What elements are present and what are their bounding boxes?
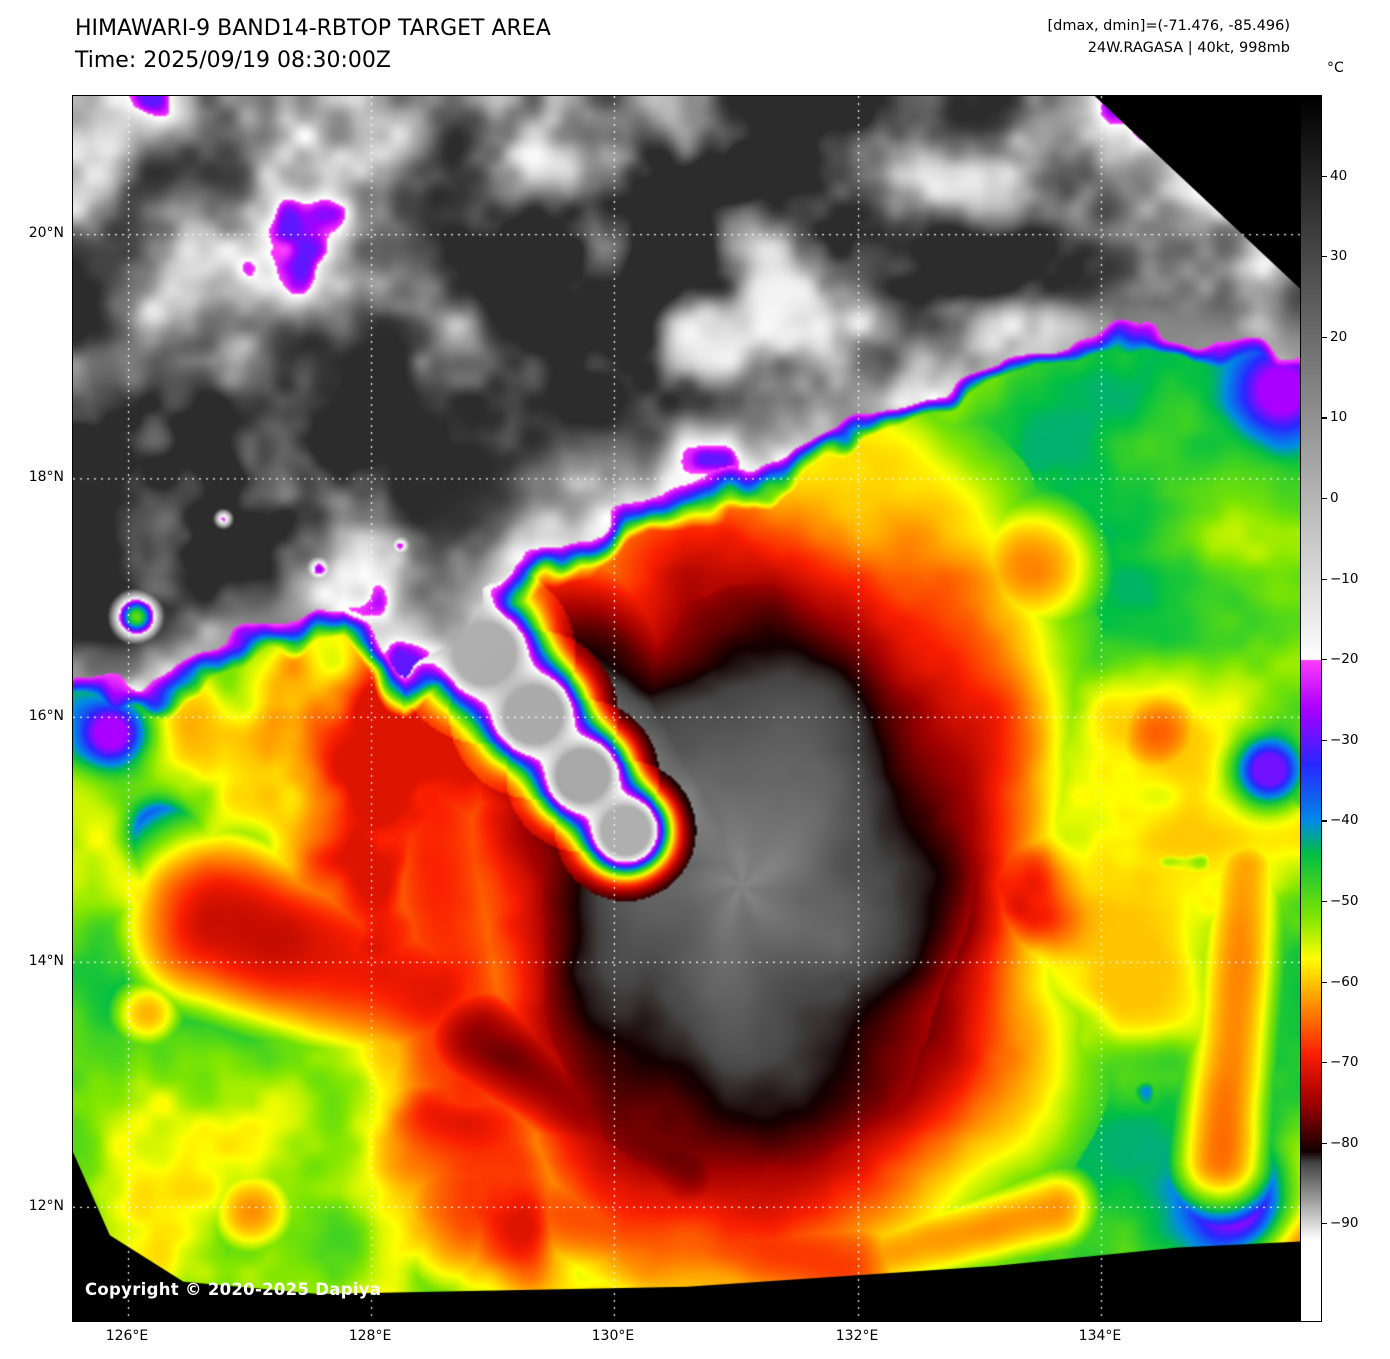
lon-tick-label: 132°E [835, 1328, 879, 1344]
lon-tick-label: 134°E [1078, 1328, 1122, 1344]
lat-tick-label: 12°N [28, 1197, 64, 1214]
colorbar [1300, 95, 1322, 1322]
colorbar-tick-label: −50 [1330, 892, 1359, 909]
satellite-image-canvas [73, 96, 1301, 1321]
colorbar-tick-label: −20 [1330, 651, 1359, 668]
colorbar-tick-mark [1322, 417, 1327, 419]
lat-tick-label: 20°N [28, 225, 64, 242]
product-timestamp: Time: 2025/09/19 08:30:00Z [75, 48, 391, 73]
lon-tick-label: 128°E [348, 1328, 392, 1344]
dmax-dmin-readout: [dmax, dmin]=(-71.476, -85.496) [1047, 18, 1291, 34]
lon-tick-label: 130°E [591, 1328, 635, 1344]
colorbar-tick-label: −60 [1330, 973, 1359, 990]
colorbar-tick-mark [1322, 820, 1327, 822]
colorbar-tick-label: −40 [1330, 812, 1359, 829]
colorbar-tick-mark [1322, 1223, 1327, 1225]
lon-tick-label: 126°E [105, 1328, 149, 1344]
colorbar-tick-mark [1322, 1142, 1327, 1144]
colorbar-tick-label: −80 [1330, 1134, 1359, 1151]
colorbar-tick-label: 0 [1330, 489, 1339, 506]
map-plot-area: Copyright © 2020-2025 Dapiya [72, 95, 1302, 1322]
lat-tick-label: 18°N [28, 469, 64, 486]
colorbar-tick-label: 30 [1330, 248, 1348, 265]
colorbar-tick-label: −10 [1330, 570, 1359, 587]
colorbar-tick-mark [1322, 578, 1327, 580]
copyright-label: Copyright © 2020-2025 Dapiya [85, 1280, 382, 1299]
colorbar-tick-mark [1322, 739, 1327, 741]
colorbar-tick-mark [1322, 1062, 1327, 1064]
colorbar-tick-mark [1322, 900, 1327, 903]
colorbar-tick-label: 40 [1330, 167, 1348, 184]
lat-tick-label: 16°N [28, 707, 64, 724]
product-title: HIMAWARI-9 BAND14-RBTOP TARGET AREA [75, 16, 551, 41]
colorbar-tick-label: −90 [1330, 1215, 1359, 1232]
colorbar-tick-mark [1322, 981, 1327, 983]
colorbar-tick-label: −70 [1330, 1054, 1359, 1071]
colorbar-tick-mark [1322, 256, 1327, 258]
colorbar-tick-label: 10 [1330, 409, 1348, 426]
colorbar-tick-mark [1322, 336, 1327, 338]
colorbar-tick-mark [1322, 175, 1327, 177]
colorbar-tick-mark [1322, 497, 1327, 500]
storm-readout: 24W.RAGASA | 40kt, 998mb [1087, 39, 1290, 56]
colorbar-tick-label: 20 [1330, 328, 1348, 345]
colorbar-tick-label: −30 [1330, 731, 1359, 748]
colorbar-tick-mark [1322, 659, 1327, 661]
colorbar-unit-label: °C [1327, 60, 1344, 76]
lat-tick-label: 14°N [28, 952, 64, 969]
header-readouts: [dmax, dmin]=(-71.476, -85.496) 24W.RAGA… [1048, 16, 1291, 60]
